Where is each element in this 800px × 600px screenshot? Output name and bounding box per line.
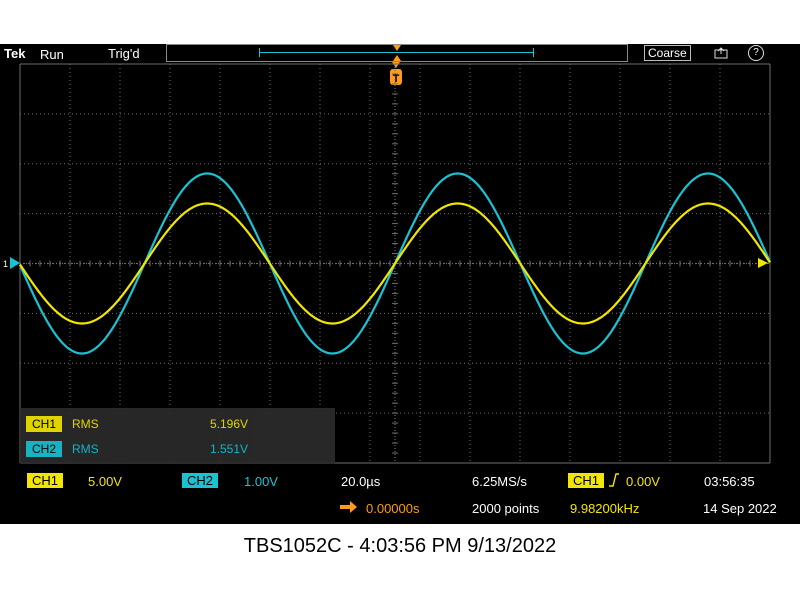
trigger-level[interactable]: 0.00V [626,474,660,489]
svg-text:T: T [393,73,400,85]
record-view-bar [166,44,628,62]
measurement-row-ch2[interactable]: CH2 RMS 1.551V [20,439,335,459]
record-view-window [259,52,534,53]
trigger-source[interactable]: CH1 [568,473,605,488]
trigger-status: Trig'd [108,46,140,61]
svg-text:1: 1 [3,259,8,269]
measurement-value: 5.196V [210,417,249,431]
coarse-button[interactable]: Coarse [644,45,691,61]
measurement-value: 1.551V [210,442,249,456]
help-icon[interactable]: ? [748,45,764,61]
measurement-type: RMS [72,417,99,431]
trigger-level-marker-icon[interactable] [758,258,768,268]
ch1-scale[interactable]: 5.00V [88,474,122,489]
save-icon[interactable] [714,46,728,59]
sample-rate: 6.25MS/s [472,474,527,489]
measurement-channel-label: CH2 [26,441,63,457]
ch2-button[interactable]: CH2 [182,473,219,488]
trigger-position-marker-small [393,45,401,61]
rising-edge-icon [608,472,620,488]
horizontal-position-arrow-icon [340,500,358,513]
run-state: Run [40,47,64,62]
ch1-button[interactable]: CH1 [27,473,64,488]
trigger-frequency: 9.98200kHz [570,501,640,516]
ch1-waveform [19,202,771,325]
measurement-type: RMS [72,442,99,456]
screenshot-caption: TBS1052C - 4:03:56 PM 9/13/2022 [243,535,557,557]
channel-ground-marker-icon[interactable]: 1 [3,257,20,269]
measurement-panel: CH1 RMS 5.196V CH2 RMS 1.551V [20,408,335,464]
brand-logo: Tek [4,46,26,61]
oscilloscope-screen: Tek Run Trig'd Coarse ? T 1 [0,44,800,524]
record-view-right-bracket [533,48,534,57]
graticule: 1 [3,63,772,464]
horizontal-position[interactable]: 0.00000s [366,501,420,516]
clock-time: 03:56:35 [704,474,755,489]
record-view-left-bracket [259,48,260,57]
ch2-scale[interactable]: 1.00V [244,474,278,489]
clock-date: 14 Sep 2022 [703,501,777,516]
measurement-channel-label: CH1 [26,416,63,432]
horizontal-scale[interactable]: 20.0µs [341,474,381,489]
record-length: 2000 points [472,501,540,516]
measurement-row-ch1[interactable]: CH1 RMS 5.196V [20,414,335,434]
